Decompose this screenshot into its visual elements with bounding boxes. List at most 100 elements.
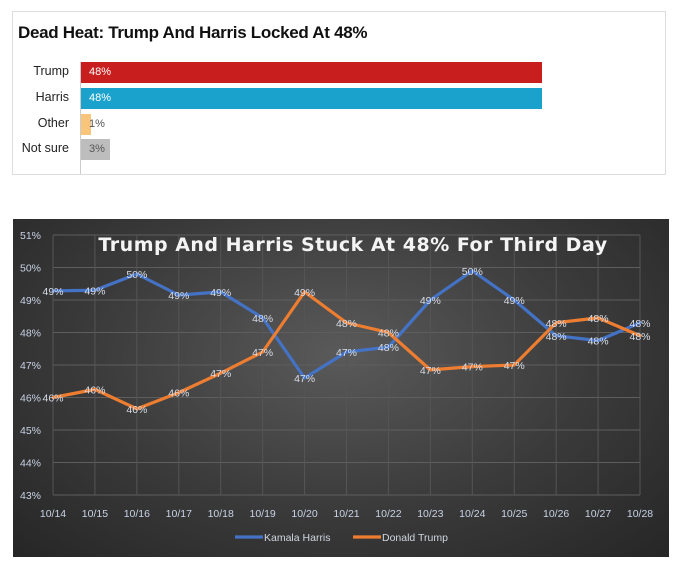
data-point xyxy=(638,321,642,325)
bar-category-label: Harris xyxy=(35,90,69,104)
data-point xyxy=(596,316,600,320)
data-point xyxy=(554,321,558,325)
data-point xyxy=(512,363,516,367)
data-label: 48% xyxy=(336,318,357,330)
x-tick-label: 10/27 xyxy=(585,508,611,520)
data-point xyxy=(345,321,348,325)
data-point xyxy=(177,391,181,395)
data-point xyxy=(93,288,97,292)
x-tick-label: 10/18 xyxy=(208,508,234,520)
bar-chart-card: Dead Heat: Trump And Harris Locked At 48… xyxy=(12,11,666,175)
data-label: 49% xyxy=(504,295,525,307)
data-label: 48% xyxy=(629,318,650,330)
data-point xyxy=(470,269,474,273)
data-point xyxy=(386,345,390,349)
x-tick-label: 10/15 xyxy=(82,508,108,520)
data-point xyxy=(428,298,432,302)
data-label: 47% xyxy=(462,362,483,374)
data-label: 49% xyxy=(294,287,315,299)
data-label: 47% xyxy=(210,368,231,380)
bar-axis-line xyxy=(80,62,81,174)
data-point xyxy=(219,290,223,294)
data-point xyxy=(93,387,97,391)
y-tick-label: 46% xyxy=(20,393,41,405)
data-label: 48% xyxy=(629,331,650,343)
bar-value-label: 48% xyxy=(89,92,112,104)
data-label: 46% xyxy=(84,384,105,396)
bar xyxy=(81,88,542,109)
data-point xyxy=(470,365,474,369)
data-point xyxy=(386,331,390,334)
data-point xyxy=(135,272,139,276)
data-point xyxy=(51,396,55,399)
data-label: 47% xyxy=(420,365,441,377)
bar xyxy=(81,139,110,160)
data-label: 48% xyxy=(378,342,399,354)
legend-label: Donald Trump xyxy=(382,532,448,544)
y-tick-label: 48% xyxy=(20,328,41,340)
x-tick-label: 10/21 xyxy=(333,508,359,520)
data-label: 47% xyxy=(294,373,315,385)
data-label: 47% xyxy=(252,347,273,359)
line-chart: 43%44%45%46%47%48%49%50%51%10/14 10/15 10/… xyxy=(20,230,653,544)
data-point xyxy=(554,334,558,338)
bar-chart-title: Dead Heat: Trump And Harris Locked At 48… xyxy=(18,23,368,42)
data-label: 47% xyxy=(336,347,357,359)
x-tick-label: 10/24 xyxy=(459,508,485,520)
data-point xyxy=(638,334,642,338)
data-label: 46% xyxy=(168,388,189,400)
x-tick-label: 10/19 xyxy=(250,508,276,520)
bar-row-not-sure: Not sure 3% xyxy=(13,139,653,160)
y-tick-label: 43% xyxy=(20,490,41,502)
bar-category-label: Trump xyxy=(33,64,69,78)
y-tick-label: 51% xyxy=(20,230,41,242)
y-tick-label: 47% xyxy=(20,360,41,372)
line-chart-panel: 43% 44% 45% 46% 47% 48% 49% 50% 51% 10/14 10/15 10/… xyxy=(13,219,669,557)
data-label: 48% xyxy=(588,313,609,325)
bar xyxy=(81,114,91,135)
data-label: 47% xyxy=(504,360,525,372)
bar-row-harris: Harris 48% xyxy=(13,88,653,109)
bar-row-other: Other 1% xyxy=(13,114,653,135)
bar xyxy=(81,62,542,83)
data-label: 48% xyxy=(378,328,399,340)
x-tick-label: 10/28 xyxy=(627,508,653,520)
data-label: 48% xyxy=(252,313,273,325)
data-label: 48% xyxy=(588,336,609,348)
data-label: 49% xyxy=(42,286,63,298)
data-point xyxy=(51,289,55,293)
x-tick-label: 10/14 xyxy=(40,508,66,520)
data-label: 49% xyxy=(168,290,189,302)
x-tick-label: 10/16 xyxy=(124,508,150,520)
data-point xyxy=(303,376,307,380)
bar-value-label: 48% xyxy=(89,66,112,78)
data-point xyxy=(261,350,265,354)
bar-category-label: Not sure xyxy=(21,141,69,155)
y-tick-label: 49% xyxy=(20,295,41,307)
data-point xyxy=(345,350,348,354)
bar-category-label: Other xyxy=(37,116,69,130)
legend-label: Kamala Harris xyxy=(264,532,331,544)
data-point xyxy=(428,368,432,372)
x-tick-label: 10/17 xyxy=(166,508,192,520)
x-tick-label: 10/25 xyxy=(501,508,527,520)
data-label: 49% xyxy=(210,287,231,299)
data-label: 48% xyxy=(546,331,567,343)
data-label: 46% xyxy=(42,393,63,405)
y-tick-label: 44% xyxy=(20,458,41,470)
bar-value-label: 3% xyxy=(89,143,105,155)
x-tick-label: 10/26 xyxy=(543,508,569,520)
data-label: 50% xyxy=(462,266,483,278)
data-label: 49% xyxy=(84,285,105,297)
line-chart-title: Trump And Harris Stuck At 48% For Third … xyxy=(98,234,607,256)
x-tick-label: 10/23 xyxy=(417,508,443,520)
x-tick-label: 10/20 xyxy=(291,508,317,520)
data-point xyxy=(303,290,307,294)
y-tick-label: 50% xyxy=(20,263,41,275)
bar-value-label: 1% xyxy=(89,118,105,130)
data-point xyxy=(135,407,139,411)
data-point xyxy=(219,371,223,375)
y-tick-label: 45% xyxy=(20,425,41,437)
data-point xyxy=(596,339,600,343)
data-label: 46% xyxy=(126,404,147,416)
